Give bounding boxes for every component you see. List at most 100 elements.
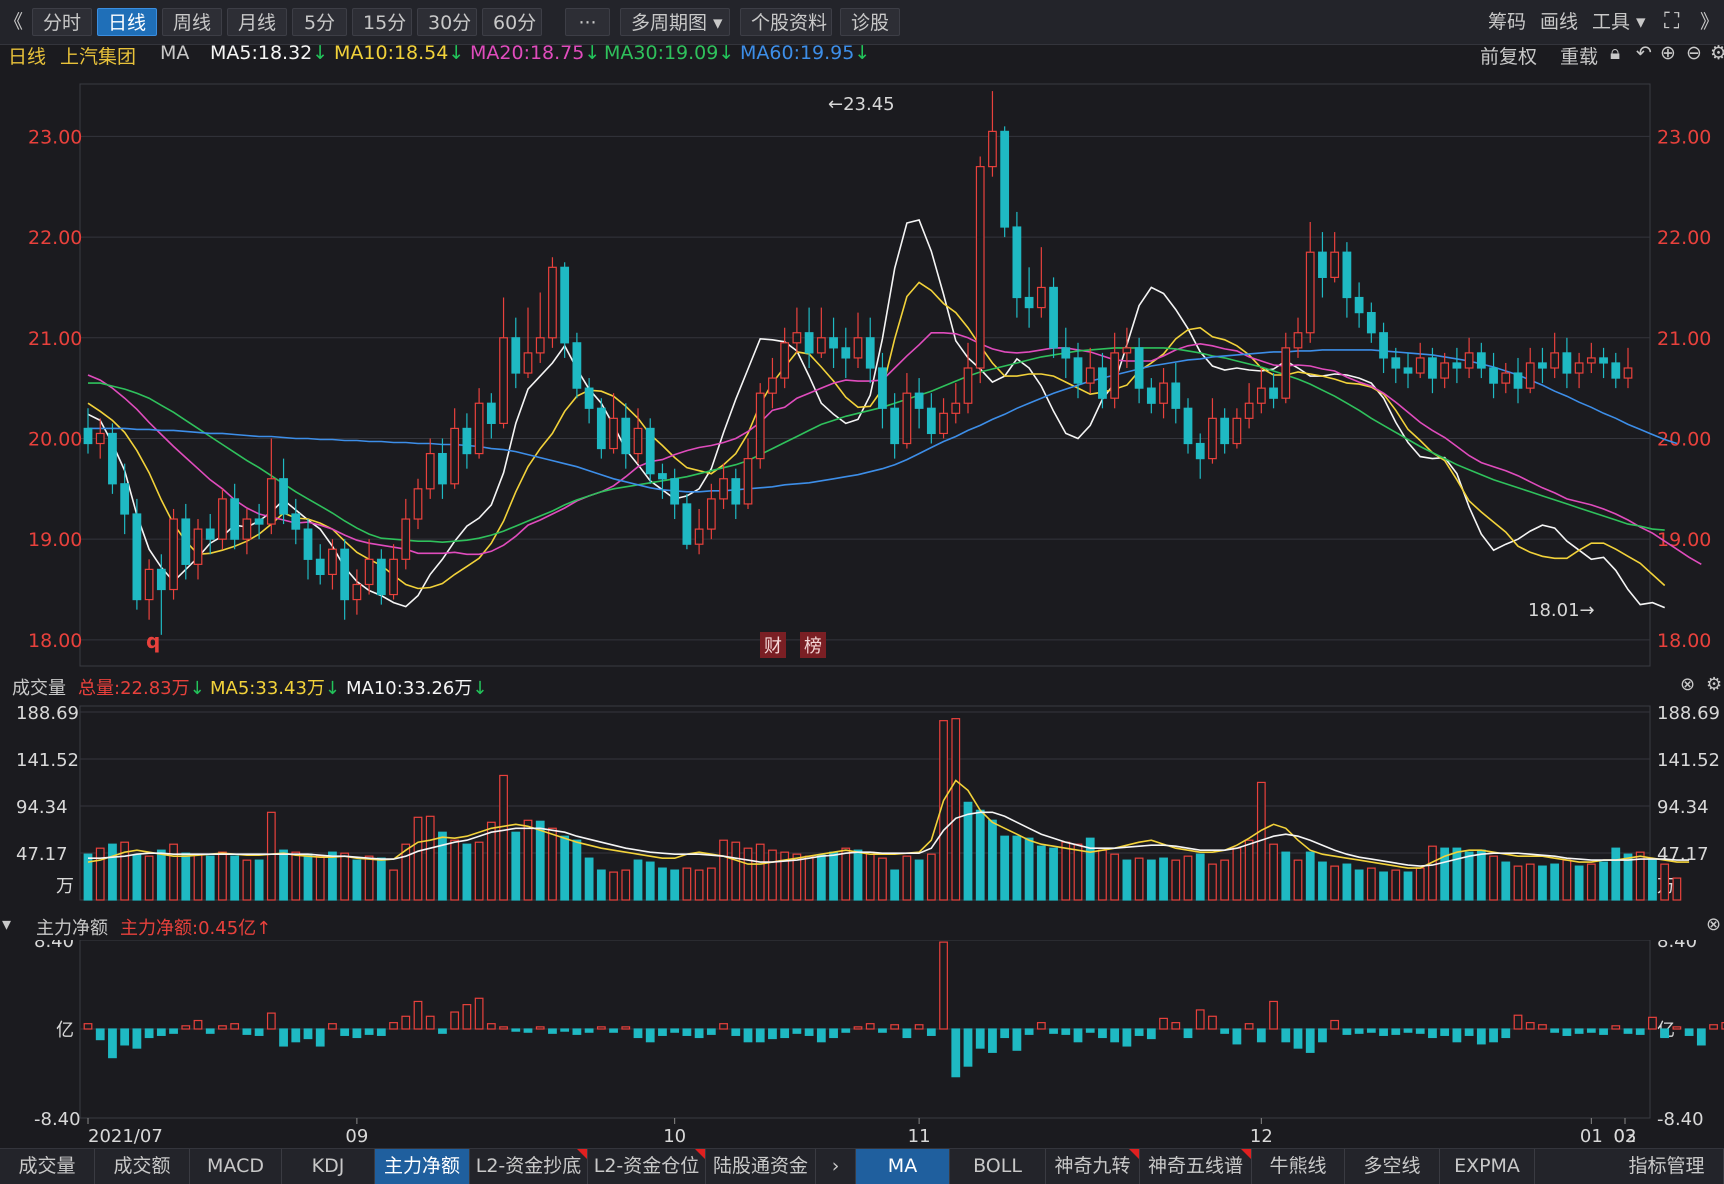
volume-bar: [621, 869, 631, 901]
bang-marker-bg[interactable]: [800, 632, 826, 658]
indicator-tab-2[interactable]: MACD: [190, 1149, 282, 1184]
indicator-name[interactable]: MA: [160, 42, 190, 64]
overlay-tab-4[interactable]: 牛熊线: [1252, 1149, 1345, 1184]
money-bar: [462, 1004, 472, 1030]
volume-bar: [1513, 865, 1523, 901]
draw-button[interactable]: 画线: [1540, 11, 1579, 33]
volume-bar: [792, 853, 802, 901]
indicator-tab-3[interactable]: KDJ: [282, 1149, 375, 1184]
volume-bar: [902, 855, 912, 901]
volume-bar: [95, 847, 105, 901]
volume-bar: [1085, 837, 1095, 901]
candle-body: [156, 568, 166, 591]
close-money-icon[interactable]: ⊗: [1706, 914, 1722, 935]
collapse-icon[interactable]: ▾: [2, 914, 12, 935]
toolbar-tab-10[interactable]: 个股资料: [740, 8, 832, 36]
indicator-tab-1[interactable]: 成交额: [95, 1149, 190, 1184]
indicator-tab-4[interactable]: 主力净额: [375, 1149, 470, 1184]
money-bar: [83, 1023, 93, 1030]
toolbar-tab-5[interactable]: 15分: [352, 8, 412, 36]
overlay-tab-2[interactable]: 神奇九转: [1046, 1149, 1140, 1184]
close-volume-icon[interactable]: ⊗: [1680, 674, 1696, 695]
candle-body: [364, 558, 374, 586]
money-bar: [670, 1028, 680, 1033]
candle-body: [1366, 312, 1376, 334]
undo-icon[interactable]: ↶: [1636, 42, 1652, 64]
money-bar: [731, 1028, 741, 1036]
toolbar-tab-11[interactable]: 诊股: [840, 8, 900, 36]
toolbar-tab-1[interactable]: 日线: [97, 8, 157, 36]
money-bar: [1489, 1028, 1498, 1043]
overlay-tab-1[interactable]: BOLL: [950, 1149, 1046, 1184]
toolbar-tab-7[interactable]: 60分: [482, 8, 542, 36]
money-bar: [95, 1028, 105, 1041]
toolbar-tab-6[interactable]: 30分: [417, 8, 477, 36]
price-grid: 23.00 23.00 22.00 22.00 21.00 21.00 20.00 20.00…: [28, 83, 1711, 667]
volume-bar: [389, 869, 398, 901]
money-bar: [1195, 1009, 1205, 1030]
money-bar: [914, 1024, 924, 1030]
money-unit-left: 亿: [56, 1020, 74, 1041]
indicator-manage-button[interactable]: 指标管理: [1610, 1149, 1724, 1184]
toolbar-tab-2[interactable]: 周线: [162, 8, 222, 36]
back-arrow-icon[interactable]: 《: [4, 11, 24, 33]
volume-bar: [462, 843, 472, 901]
candle-body: [902, 392, 912, 445]
toolbar-tab-8[interactable]: ···: [565, 8, 610, 36]
candle-body: [682, 503, 692, 545]
volume-bar: [1354, 869, 1364, 901]
zoom-in-icon[interactable]: ⊕: [1660, 42, 1676, 64]
fullscreen-icon[interactable]: ⛶: [1664, 9, 1680, 34]
volume-header: 成交量 总量:22.83万↓ MA5:33.43万↓ MA10:33.26万↓ …: [0, 670, 1724, 700]
volume-bar: [1293, 859, 1303, 901]
toolbar-tab-4[interactable]: 5分: [292, 8, 347, 36]
fq-button[interactable]: 前复权: [1480, 46, 1538, 68]
volume-bar: [548, 827, 557, 901]
money-bar: [1415, 1028, 1425, 1034]
overlay-tab-0[interactable]: MA: [856, 1149, 950, 1184]
indicator-tab-0[interactable]: 成交量: [0, 1149, 95, 1184]
x-tick-1: 09: [345, 1126, 368, 1147]
overlay-tab-6[interactable]: EXPMA: [1440, 1149, 1535, 1184]
volume-bar: [1366, 867, 1376, 901]
indicator-tab-7[interactable]: 陆股通资金: [706, 1149, 816, 1184]
cai-marker-bg[interactable]: [760, 632, 786, 658]
volume-bar: [218, 851, 227, 901]
toolbar-tab-3[interactable]: 月线: [227, 8, 287, 36]
money-bar: [1464, 1028, 1474, 1036]
candle-body: [670, 478, 680, 505]
indicator-tab-6[interactable]: L2-资金仓位: [588, 1149, 706, 1184]
candle-body: [193, 528, 203, 565]
price-tick-right-5: 18.00: [1657, 630, 1711, 652]
candle-body: [548, 266, 557, 339]
tab-scroll-icon[interactable]: ›: [816, 1149, 856, 1184]
stock-name[interactable]: 上汽集团: [60, 46, 137, 68]
money-bar: [291, 1028, 301, 1043]
overlay-tab-3[interactable]: 神奇五线谱: [1140, 1149, 1252, 1184]
volume-bar: [486, 821, 496, 901]
volume-bar: [1562, 859, 1572, 901]
money-bar: [1403, 1028, 1413, 1033]
indicator-tab-5[interactable]: L2-资金抄底: [470, 1149, 588, 1184]
reload-button[interactable]: 重载: [1560, 46, 1599, 68]
kline-chart[interactable]: 23.00 23.00 22.00 22.00 21.00 21.00 20.00 20.00…: [0, 0, 1724, 1148]
money-bar: [438, 1028, 447, 1034]
volume-bar: [926, 853, 936, 901]
zoom-out-icon[interactable]: ⊖: [1686, 42, 1702, 64]
candle-body: [120, 483, 130, 515]
volume-settings-icon[interactable]: ⚙: [1706, 674, 1723, 695]
money-bar: [609, 1028, 618, 1033]
toolbar-tab-0[interactable]: 分时: [32, 8, 92, 36]
overlay-tab-5[interactable]: 多空线: [1345, 1149, 1440, 1184]
money-bar: [780, 1028, 790, 1039]
settings-icon[interactable]: ⚙: [1710, 42, 1724, 64]
forward-arrow-icon[interactable]: 》: [1700, 11, 1720, 33]
price-tick-right-1: 22.00: [1657, 227, 1711, 249]
toolbar-tab-9[interactable]: 多周期图 ▾: [620, 8, 730, 36]
money-bar: [1354, 1028, 1364, 1034]
lock-icon[interactable]: 🔒︎: [1610, 42, 1621, 64]
candle-body: [535, 337, 545, 354]
money-bar: [1208, 1015, 1217, 1030]
chips-button[interactable]: 筹码: [1488, 11, 1527, 33]
tools-button[interactable]: 工具 ▾: [1592, 11, 1646, 33]
